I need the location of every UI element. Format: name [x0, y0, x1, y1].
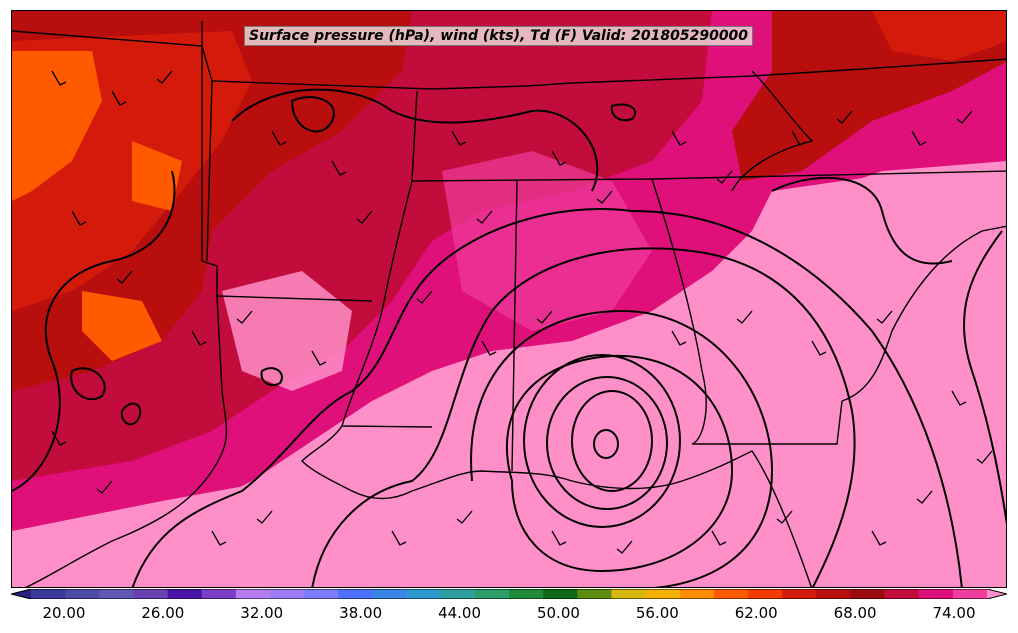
colorbar-segment [406, 589, 442, 599]
colorbar [11, 589, 1007, 599]
colorbar-tick-label: 26.00 [141, 604, 185, 622]
colorbar-segment [850, 589, 886, 599]
colorbar-tick-label: 56.00 [635, 604, 679, 622]
political-boundaries [12, 21, 1006, 587]
colorbar-segment [679, 589, 715, 599]
colorbar-segment [99, 589, 134, 599]
colorbar-segment [201, 589, 237, 599]
colorbar-tick-label: 68.00 [833, 604, 877, 622]
colorbar-tick-label: 38.00 [339, 604, 383, 622]
colorbar-segment [304, 589, 339, 599]
colorbar-segment [713, 589, 749, 599]
colorbar-segment [133, 589, 169, 599]
colorbar-segment [543, 589, 578, 599]
colorbar-tick-label: 44.00 [438, 604, 482, 622]
colorbar-segment [235, 589, 271, 599]
colorbar-segment [577, 589, 612, 599]
colorbar-segment [611, 589, 647, 599]
colorbar-segment [884, 589, 920, 599]
wind-barbs [51, 70, 993, 554]
colorbar-segment [782, 589, 817, 599]
colorbar-tick-label: 32.00 [240, 604, 284, 622]
colorbar-segment [270, 589, 305, 599]
colorbar-segment [952, 589, 988, 599]
map-panel: Surface pressure (hPa), wind (kts), Td (… [11, 10, 1007, 588]
colorbar-ticks: 20.00 26.00 32.00 38.00 44.00 50.00 56.00 62.00… [0, 601, 1018, 629]
dewpoint-fill [12, 11, 1006, 587]
colorbar-segment [31, 589, 66, 599]
map-title: Surface pressure (hPa), wind (kts), Td (… [244, 26, 754, 46]
colorbar-segment [338, 589, 373, 599]
colorbar-segment [167, 589, 203, 599]
colorbar-extend-high [987, 589, 1007, 599]
colorbar-tick-label: 74.00 [932, 604, 976, 622]
colorbar-segment [509, 589, 544, 599]
colorbar-tick-label: 20.00 [42, 604, 86, 622]
colorbar-segment [918, 589, 954, 599]
map-canvas [12, 11, 1006, 587]
colorbar-segment [474, 589, 510, 599]
colorbar-segment [372, 589, 408, 599]
colorbar-segment [816, 589, 851, 599]
colorbar-extend-low [11, 589, 31, 599]
colorbar-segment [440, 589, 476, 599]
colorbar-segment [748, 589, 783, 599]
colorbar-segment [65, 589, 100, 599]
colorbar-tick-label: 62.00 [734, 604, 778, 622]
colorbar-segment [645, 589, 681, 599]
colorbar-tick-label: 50.00 [536, 604, 580, 622]
isobars [12, 88, 1006, 587]
